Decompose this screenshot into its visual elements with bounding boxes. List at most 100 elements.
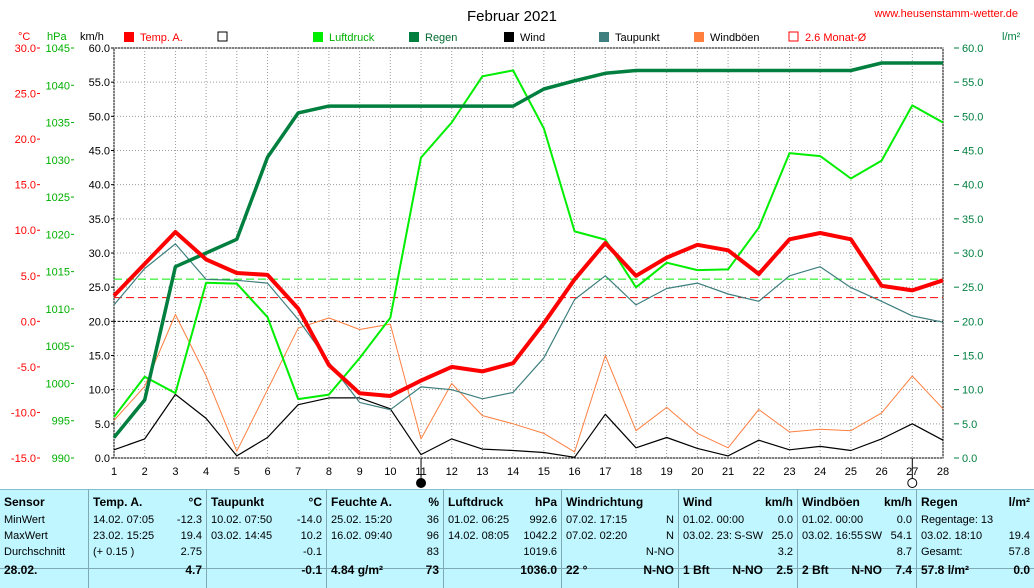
table-column-regen: Regen l/m² Regentage: 13 03.02. 18:10 19.4 Ge… xyxy=(916,490,1034,588)
cell-label: 07.02. 17:15 xyxy=(566,514,628,526)
temp-axis-tick: 20.0 xyxy=(15,134,36,146)
table-separator xyxy=(444,568,561,569)
cell-mid: N-NO xyxy=(851,563,882,577)
x-tick-label: 1 xyxy=(111,466,117,478)
x-tick-label: 21 xyxy=(722,466,734,478)
legend-label: 2.6 Monat-Ø xyxy=(805,32,867,44)
speed-axis-tick: 10.0 xyxy=(89,385,110,397)
table-cell: 57.8 l/m² 0.0 xyxy=(921,562,1030,578)
speed-axis-tick: 0.0 xyxy=(95,453,110,465)
legend-swatch xyxy=(124,32,134,42)
pressure-axis-tick: 1040 xyxy=(46,80,70,92)
table-cell: 03.02. 16:55 SW 54.1 xyxy=(802,528,912,544)
table-cell: -0.1 xyxy=(211,562,322,578)
cell-value: -12.3 xyxy=(176,514,202,526)
cell-value: 19.4 xyxy=(180,530,202,542)
legend-label: Windböen xyxy=(710,32,760,44)
temp-axis-tick: -10.0 xyxy=(11,407,36,419)
table-column-wind: Wind km/h 01.02. 00:00 0.0 03.02. 23: S-SW 25.… xyxy=(678,490,797,588)
cell-label: 57.8 l/m² xyxy=(921,563,970,577)
table-separator xyxy=(917,568,1034,569)
x-tick-label: 14 xyxy=(507,466,519,478)
cell-value: 0.0 xyxy=(777,514,793,526)
table-cell: 03.02. 23: S-SW 25.0 xyxy=(683,528,793,544)
pressure-axis-tick: 1015 xyxy=(46,267,70,279)
table-column-feuchte: Feuchte A.% 25.02. 15:20 36 16.02. 09:40 96 8… xyxy=(326,490,443,588)
x-tick-label: 5 xyxy=(234,466,240,478)
table-cell: 07.02. 17:15 N xyxy=(566,512,674,528)
legend-swatch xyxy=(694,32,704,42)
series-line-windb-en xyxy=(113,314,944,453)
cell-label: 22 ° xyxy=(566,563,588,577)
rain-axis-tick: 55.0 xyxy=(962,77,983,89)
pressure-axis-unit: hPa xyxy=(47,31,67,43)
x-tick-label: 13 xyxy=(476,466,488,478)
table-cell: 07.02. 02:20 N xyxy=(566,528,674,544)
x-tick-label: 18 xyxy=(630,466,642,478)
table-column-windrichtung: Windrichtung 07.02. 17:15 N 07.02. 02:20 N N-… xyxy=(561,490,678,588)
table-column-luftdruck: Luftdruck hPa 01.02. 06:25 992.6 14.02. 08:0… xyxy=(443,490,561,588)
x-tick-label: 8 xyxy=(326,466,332,478)
cell-value: -14.0 xyxy=(296,514,322,526)
x-tick-label: 20 xyxy=(691,466,703,478)
x-tick-label: 9 xyxy=(357,466,363,478)
x-tick-label: 6 xyxy=(264,466,270,478)
legend-swatch xyxy=(313,32,323,42)
cell-value: 54.1 xyxy=(890,530,912,542)
cell-value: km/h xyxy=(883,495,912,509)
table-cell: 14.02. 07:05 -12.3 xyxy=(93,512,202,528)
cell-value: 8.7 xyxy=(896,546,912,558)
x-tick-label: 12 xyxy=(446,466,458,478)
table-cell: 2 Bft N-NO 7.4 xyxy=(802,562,912,578)
table-cell: (+ 0.15 ) 2.75 xyxy=(93,544,202,560)
pressure-axis-tick: 1010 xyxy=(46,304,70,316)
table-cell: 3.2 xyxy=(683,544,793,560)
speed-axis-tick: 60.0 xyxy=(89,43,110,55)
source-link: www.heusenstamm-wetter.de xyxy=(873,8,1018,20)
x-tick-label: 17 xyxy=(599,466,611,478)
table-cell: 01.02. 06:25 992.6 xyxy=(448,512,557,528)
cell-value: 19.4 xyxy=(1008,530,1030,542)
cell-label: 4.84 g/m² xyxy=(331,563,384,577)
full-moon-marker xyxy=(907,478,918,488)
table-cell: 28.02. xyxy=(4,562,84,578)
cell-label: MaxWert xyxy=(4,530,48,542)
cell-value: 0.0 xyxy=(1013,563,1030,577)
x-tick-label: 19 xyxy=(661,466,673,478)
cell-label: 01.02. 00:00 xyxy=(802,514,864,526)
pressure-axis-tick: 1030 xyxy=(46,155,70,167)
x-tick-label: 26 xyxy=(875,466,887,478)
table-cell: 14.02. 08:05 1042.2 xyxy=(448,528,557,544)
cell-label: 07.02. 02:20 xyxy=(566,530,628,542)
cell-mid: N-NO xyxy=(732,563,763,577)
cell-mid: S-SW xyxy=(734,530,763,542)
cell-label: Temp. A. xyxy=(93,495,143,509)
rain-axis-tick: 40.0 xyxy=(962,180,983,192)
cell-value: 1042.2 xyxy=(523,530,557,542)
x-tick-label: 2 xyxy=(142,466,148,478)
temp-axis-tick: 25.0 xyxy=(15,89,36,101)
table-cell: Feuchte A.% xyxy=(331,494,439,510)
table-cell: N-NO xyxy=(566,544,674,560)
cell-value: N xyxy=(666,514,674,526)
series-line-temp-a- xyxy=(112,230,944,398)
cell-label: Feuchte A. xyxy=(331,495,392,509)
x-tick-label: 22 xyxy=(753,466,765,478)
legend-swatch xyxy=(217,31,228,42)
table-cell: 03.02. 18:10 19.4 xyxy=(921,528,1030,544)
speed-axis-tick: 30.0 xyxy=(89,248,110,260)
rain-axis-tick: 5.0 xyxy=(962,419,977,431)
cell-label: 1 Bft xyxy=(683,563,710,577)
table-separator xyxy=(0,568,88,569)
speed-axis-tick: 35.0 xyxy=(89,214,110,226)
table-cell: 23.02. 15:25 19.4 xyxy=(93,528,202,544)
speed-axis-tick: 25.0 xyxy=(89,282,110,294)
cell-label: 14.02. 07:05 xyxy=(93,514,155,526)
cell-label: 03.02. 14:45 xyxy=(211,530,273,542)
cell-value: 1036.0 xyxy=(520,563,557,577)
cell-label: Durchschnitt xyxy=(4,546,66,558)
cell-value: N-NO xyxy=(645,546,674,558)
temp-axis-tick: -15.0 xyxy=(11,453,36,465)
series-line-wind xyxy=(113,393,944,458)
cell-label: 03.02. 23: xyxy=(683,530,732,542)
